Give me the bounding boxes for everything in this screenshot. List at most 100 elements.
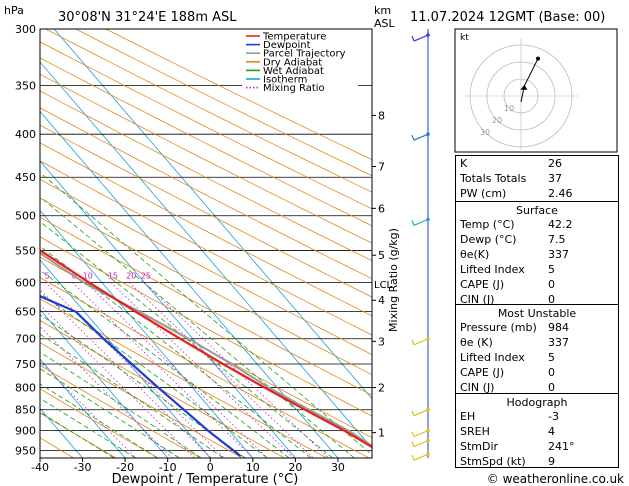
hodograph-frame: [454, 28, 618, 153]
legend-box: [242, 30, 358, 92]
legend-label: Isotherm: [263, 75, 307, 86]
surface-panel: Surface Temp (°C) 42.2 Dewp (°C) 7.5 θe(K) 33…: [455, 201, 619, 306]
isotherm-line: [40, 358, 126, 458]
isotherm-line: [40, 110, 339, 458]
row-label: θe (K): [460, 336, 493, 349]
table-row: CAPE (J) 0: [456, 278, 618, 292]
km-tick-label: 1: [378, 427, 385, 440]
wind-barbs: [411, 29, 430, 461]
km-tick-label: 4: [378, 294, 385, 307]
x-tick-label: -30: [74, 461, 92, 474]
legend-label: Dewpoint: [263, 40, 311, 51]
row-value: 2.46: [548, 187, 573, 200]
wind-barb-flag: [411, 410, 415, 416]
row-value: 0: [548, 381, 555, 394]
wet-adiabat-line: [40, 292, 268, 458]
most-unstable-title: Most Unstable: [497, 307, 577, 320]
x-tick-label: -20: [116, 461, 134, 474]
table-row: K 26: [456, 157, 618, 171]
mixing-ratio-line: [40, 326, 173, 458]
x-tick-label: 10: [246, 461, 260, 474]
pressure-tick-label: 600: [15, 276, 36, 289]
table-row: Pressure (mb) 984: [456, 321, 618, 335]
hodograph-table-panel: Hodograph EH -3 SREH 4 StmDir 241° StmSpd (kt)…: [455, 393, 619, 468]
wind-barb-dot: [426, 428, 430, 433]
table-row: CIN (J) 0: [456, 381, 618, 395]
wind-barb-dot: [426, 407, 430, 412]
dry-adiabat-line: [40, 197, 372, 376]
row-value: 4: [548, 425, 555, 438]
wind-barb: [413, 34, 429, 42]
wet-adiabat-line: [40, 397, 136, 458]
wet-adiabat-line: [40, 245, 312, 458]
hodograph-point: [536, 56, 540, 61]
dry-adiabat-line: [40, 298, 327, 458]
wind-barb-flag: [411, 431, 415, 437]
legend-label: Dry Adiabat: [263, 57, 322, 68]
row-value: 5: [548, 263, 555, 276]
row-label: SREH: [460, 425, 490, 438]
isotherm-line: [40, 160, 296, 458]
wind-barb: [413, 440, 429, 448]
wind-barb-dot: [426, 33, 430, 37]
km-tick-label: 3: [378, 335, 385, 348]
km-tick-label: 5: [378, 249, 385, 262]
wind-barb-flag: [411, 35, 415, 42]
temperature-line: [40, 249, 372, 449]
row-label: CIN (J): [460, 381, 495, 394]
mixing-ratio-line: [128, 282, 314, 458]
row-label: Temp (°C): [460, 218, 515, 231]
dry-adiabat-line: [75, 29, 372, 177]
row-label: EH: [460, 410, 476, 423]
most-unstable-panel: Most Unstable Pressure (mb) 984 θe (K) 337 L…: [455, 304, 619, 395]
wind-barb-flag: [411, 339, 415, 345]
x-tick-label: 30: [331, 461, 345, 474]
row-value: 984: [548, 321, 569, 334]
row-label: Lifted Index: [460, 263, 525, 276]
legend-label: Temperature: [262, 32, 326, 43]
dry-adiabat-line: [40, 178, 372, 356]
dry-adiabat-line: [40, 107, 372, 280]
chart-axes: -40 -30 -20 -10 0 10 20 30 300 350 400 450 500 550 600…: [15, 23, 393, 474]
location-title: 30°08'N 31°24'E 188m ASL: [58, 10, 237, 25]
legend-label: Wet Adiabat: [263, 66, 324, 77]
wet-adiabat-line: [40, 351, 202, 458]
row-label: Dewp (°C): [460, 233, 517, 246]
x-tick-label: -10: [159, 461, 177, 474]
table-row: Lifted Index 5: [456, 263, 618, 277]
table-row: EH -3: [456, 410, 618, 424]
dry-adiabat-line: [40, 57, 372, 227]
dry-adiabat-line: [40, 342, 243, 458]
table-row: StmDir 241°: [456, 440, 618, 454]
hodograph-ring-label: 20: [492, 116, 502, 125]
hodograph-ring-label: 10: [504, 104, 514, 113]
copyright: © weatheronline.co.uk: [487, 472, 624, 486]
mixing-ratio-line: [40, 289, 212, 458]
wind-barb-dot: [426, 217, 430, 222]
row-value: -3: [548, 410, 559, 423]
mixing-ratio-label: 25: [141, 271, 151, 280]
mixing-ratio-label: 10: [83, 271, 93, 280]
row-label: StmDir: [460, 440, 499, 453]
x-tick-label: 0: [207, 461, 214, 474]
x-tick-label: -40: [31, 461, 49, 474]
row-label: θe(K): [460, 248, 490, 261]
row-label: CIN (J): [460, 293, 495, 306]
table-row: θe(K) 337: [456, 248, 618, 262]
row-value: 26: [548, 157, 562, 170]
table-row: StmSpd (kt) 9: [456, 455, 618, 469]
row-value: 7.5: [548, 233, 566, 246]
km-label: km: [374, 4, 391, 17]
parcel-trajectory-line: [40, 252, 372, 448]
hodograph-table-title: Hodograph: [506, 396, 568, 409]
mixing-ratio-label: 20: [126, 271, 136, 280]
dry-adiabat-line: [40, 124, 372, 298]
row-value: 337: [548, 248, 569, 261]
wet-adiabat-line: [40, 368, 180, 458]
table-row: Lifted Index 5: [456, 351, 618, 365]
table-row: Temp (°C) 42.2: [456, 218, 618, 232]
row-label: StmSpd (kt): [460, 455, 526, 468]
wind-barb-dot: [426, 132, 430, 136]
